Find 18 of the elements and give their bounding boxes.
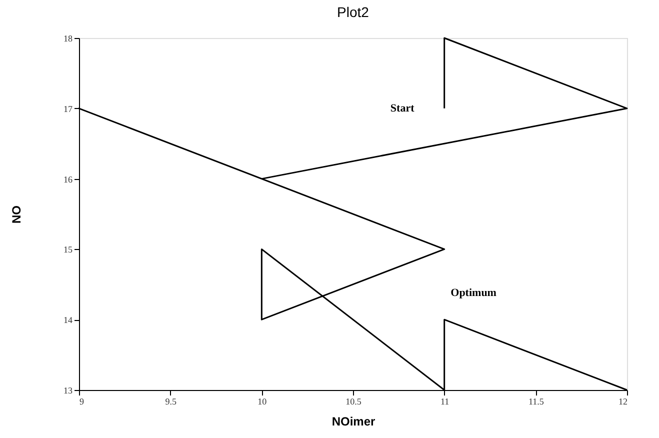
chart-title: Plot2 xyxy=(337,4,370,20)
x-tick-label: 10.5 xyxy=(346,396,362,406)
x-tick-label: 11 xyxy=(440,396,450,406)
y-tick-label: 13 xyxy=(64,386,73,396)
y-axis-title: NO xyxy=(10,206,24,224)
y-tick-label: 17 xyxy=(64,104,73,114)
annotation: Start xyxy=(390,102,415,114)
y-tick-label: 16 xyxy=(64,174,73,184)
x-tick-label: 10 xyxy=(258,396,268,406)
y-tick-label: 18 xyxy=(64,34,73,44)
x-tick-label: 12 xyxy=(618,396,628,406)
x-axis-title: NOimer xyxy=(332,414,376,428)
y-tick-label: 14 xyxy=(64,315,73,326)
x-tick-label: 9.5 xyxy=(165,396,177,406)
y-tick-label: 15 xyxy=(64,244,73,255)
x-tick-label: 9 xyxy=(80,396,84,406)
annotation: Optimum xyxy=(450,287,496,300)
x-tick-label: 11.5 xyxy=(528,396,544,406)
